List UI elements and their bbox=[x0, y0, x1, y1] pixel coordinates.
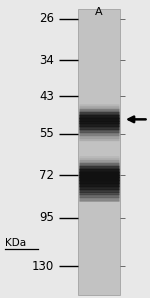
Text: 43: 43 bbox=[39, 90, 54, 103]
Bar bbox=[78, 9, 120, 295]
Text: KDa: KDa bbox=[4, 238, 26, 248]
Text: A: A bbox=[95, 7, 103, 18]
Text: 72: 72 bbox=[39, 169, 54, 182]
Text: 55: 55 bbox=[39, 128, 54, 140]
Text: 95: 95 bbox=[39, 212, 54, 224]
Text: 26: 26 bbox=[39, 13, 54, 25]
Text: 34: 34 bbox=[39, 54, 54, 67]
Text: 130: 130 bbox=[32, 260, 54, 273]
